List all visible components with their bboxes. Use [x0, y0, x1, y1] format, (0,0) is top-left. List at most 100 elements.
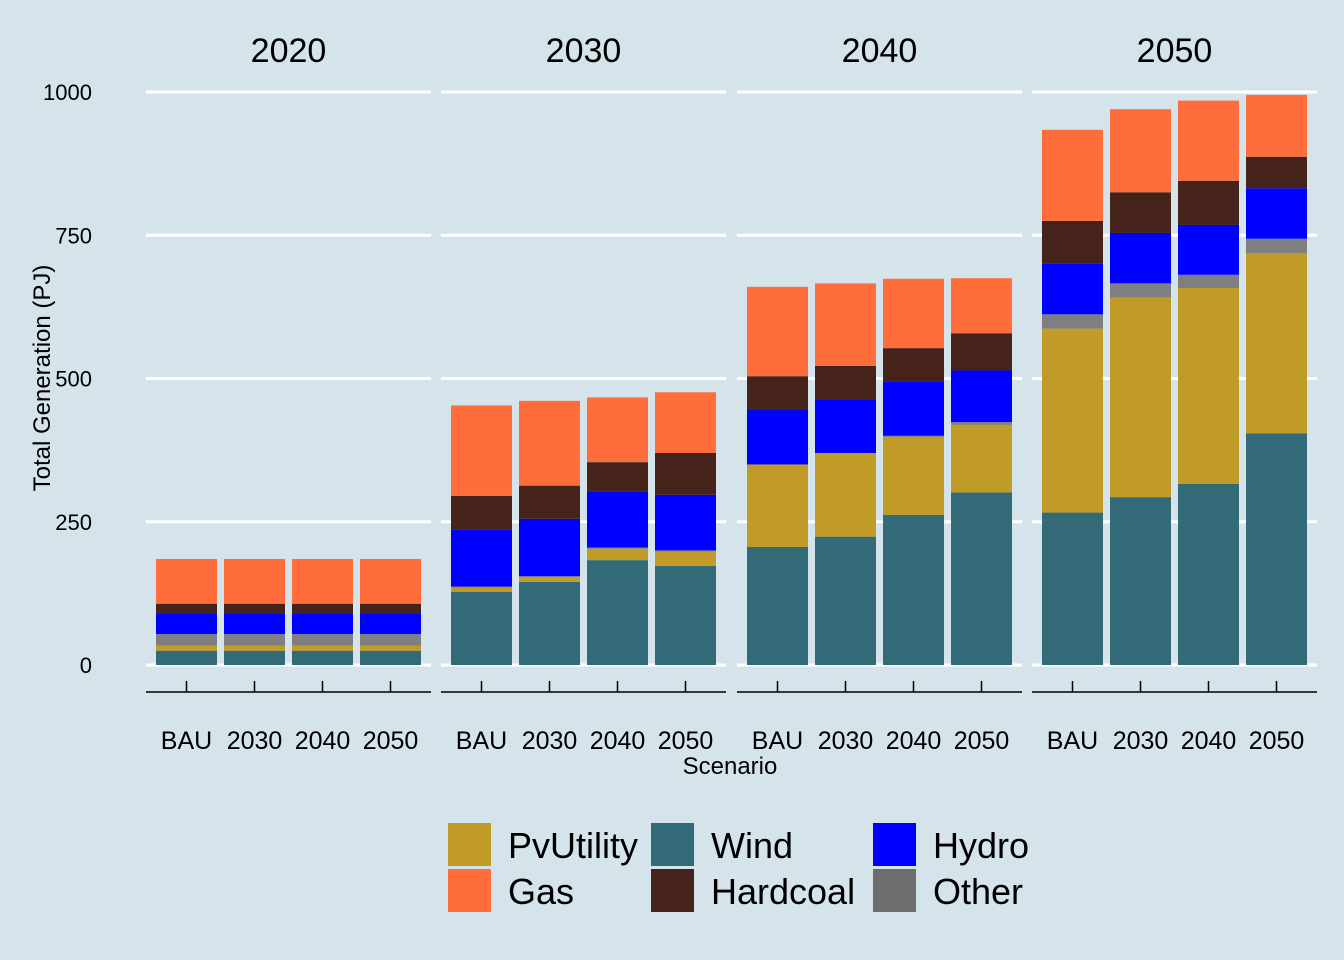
x-tick-label-2040: 2040: [886, 727, 942, 755]
bar-segment-other-2050-2030: [1110, 283, 1171, 298]
y-tick-label-250: 250: [55, 510, 92, 535]
x-tick-label-bau: BAU: [161, 727, 212, 755]
x-axis-title: Scenario: [683, 753, 778, 780]
bar-segment-hydro-2050-2030: [1110, 232, 1171, 284]
bar-segment-hydro-2040-2030: [815, 399, 876, 453]
bar-segment-hardcoal-2050-2050: [1246, 156, 1307, 189]
bar-segment-gas-2020-2030: [224, 558, 285, 604]
legend-label-hydro: Hydro: [933, 825, 1029, 866]
bar-segment-other-2020-bau: [156, 634, 217, 646]
bar-segment-other-2030-2030: [519, 576, 580, 578]
bar-segment-hardcoal-2050-2030: [1110, 192, 1171, 233]
legend-swatch-wind: [651, 823, 694, 866]
bar-segment-other-2020-2050: [360, 634, 421, 646]
panel-title-2040: 2040: [842, 32, 918, 70]
bar-segment-hydro-2030-2030: [519, 518, 580, 577]
panel-title-2050: 2050: [1137, 32, 1213, 70]
bar-segment-other-2030-2050: [655, 550, 716, 552]
legend-swatch-other: [873, 869, 916, 912]
bar-segment-hydro-2020-2050: [360, 614, 421, 635]
bar-segment-wind-2040-2030: [815, 536, 876, 665]
bar-segment-wind-2030-2040: [587, 560, 648, 665]
bar-segment-hardcoal-2030-2030: [519, 485, 580, 519]
bar-segment-pvutility-2040-2040: [883, 436, 944, 515]
bar-segment-hardcoal-2050-2040: [1178, 180, 1239, 225]
bar-segment-pvutility-2050-2030: [1110, 297, 1171, 498]
x-tick-label-2040: 2040: [590, 727, 646, 755]
x-tick-label-bau: BAU: [752, 727, 803, 755]
bar-segment-hardcoal-2020-2030: [224, 603, 285, 615]
x-tick-label-2040: 2040: [295, 727, 351, 755]
bar-segment-hardcoal-2040-2030: [815, 365, 876, 400]
panel-title-2030: 2030: [546, 32, 622, 70]
bar-segment-gas-2030-2030: [519, 400, 580, 486]
bar-segment-wind-2040-bau: [747, 546, 808, 665]
bar-segment-other-2030-bau: [451, 586, 512, 588]
bar-segment-hardcoal-2040-2050: [951, 333, 1012, 371]
bar-segment-wind-2030-2030: [519, 581, 580, 665]
bar-segment-wind-2030-2050: [655, 565, 716, 665]
bar-segment-hydro-2020-2030: [224, 614, 285, 635]
bar-segment-other-2020-2030: [224, 634, 285, 646]
legend-swatch-hydro: [873, 823, 916, 866]
bar-segment-pvutility-2050-2040: [1178, 287, 1239, 484]
x-tick-label-2030: 2030: [227, 727, 283, 755]
y-axis-title: Total Generation (PJ): [29, 265, 56, 492]
bar-segment-wind-2020-2050: [360, 650, 421, 665]
bar-segment-hydro-2030-bau: [451, 529, 512, 587]
bar-segment-other-2030-2040: [587, 547, 648, 549]
bar-segment-wind-2020-2030: [224, 650, 285, 665]
legend-label-wind: Wind: [711, 825, 793, 866]
bar-segment-pvutility-2030-2040: [587, 548, 648, 561]
y-tick-label-500: 500: [55, 367, 92, 392]
bar-segment-gas-2020-bau: [156, 558, 217, 604]
bar-segment-gas-2020-2040: [292, 558, 353, 604]
bar-segment-gas-2040-2040: [883, 278, 944, 349]
legend-swatch-pvutility: [448, 823, 491, 866]
x-tick-label-2050: 2050: [1249, 727, 1305, 755]
bar-segment-gas-2040-2030: [815, 283, 876, 366]
bar-segment-other-2040-2050: [951, 422, 1012, 425]
bar-segment-hydro-2020-2040: [292, 614, 353, 635]
bar-segment-hydro-2030-2040: [587, 491, 648, 548]
y-tick-label-0: 0: [80, 653, 92, 678]
legend-swatch-hardcoal: [651, 869, 694, 912]
bar-segment-wind-2050-2040: [1178, 483, 1239, 665]
bar-segment-pvutility-2030-2030: [519, 577, 580, 582]
bar-segment-pvutility-2030-2050: [655, 551, 716, 566]
x-tick-label-2040: 2040: [1181, 727, 1237, 755]
x-tick-label-bau: BAU: [456, 727, 507, 755]
bar-segment-gas-2050-2030: [1110, 109, 1171, 193]
x-tick-label-2030: 2030: [818, 727, 874, 755]
bar-segment-hardcoal-2050-bau: [1042, 220, 1103, 264]
bar-segment-pvutility-2040-bau: [747, 464, 808, 547]
bar-segment-gas-2050-2050: [1246, 94, 1307, 157]
bar-segment-wind-2050-2050: [1246, 433, 1307, 665]
bar-segment-wind-2040-2040: [883, 514, 944, 665]
bar-segment-gas-2030-bau: [451, 405, 512, 496]
bar-segment-hydro-2050-bau: [1042, 263, 1103, 315]
bar-segment-wind-2030-bau: [451, 591, 512, 665]
bar-segment-pvutility-2020-2040: [292, 645, 353, 651]
bar-segment-pvutility-2050-bau: [1042, 328, 1103, 513]
bar-segment-hardcoal-2030-bau: [451, 495, 512, 530]
bar-segment-gas-2050-2040: [1178, 100, 1239, 181]
bar-segment-hardcoal-2030-2040: [587, 462, 648, 492]
legend-swatch-gas: [448, 869, 491, 912]
bar-segment-other-2050-2040: [1178, 274, 1239, 288]
bar-segment-hardcoal-2040-2040: [883, 348, 944, 382]
bar-segment-hardcoal-2020-bau: [156, 603, 217, 615]
bar-segment-hydro-2040-2050: [951, 370, 1012, 423]
y-tick-label-1000: 1000: [43, 80, 92, 105]
bar-segment-hardcoal-2040-bau: [747, 376, 808, 410]
panel-title-2020: 2020: [251, 32, 327, 70]
bar-segment-gas-2050-bau: [1042, 129, 1103, 221]
bar-segment-gas-2030-2040: [587, 397, 648, 463]
bar-segment-pvutility-2030-bau: [451, 587, 512, 592]
bar-segment-other-2040-2040: [883, 435, 944, 437]
legend-label-hardcoal: Hardcoal: [711, 871, 855, 912]
bar-segment-hardcoal-2020-2040: [292, 603, 353, 615]
bar-segment-hydro-2040-bau: [747, 409, 808, 465]
bar-segment-hydro-2030-2050: [655, 494, 716, 551]
